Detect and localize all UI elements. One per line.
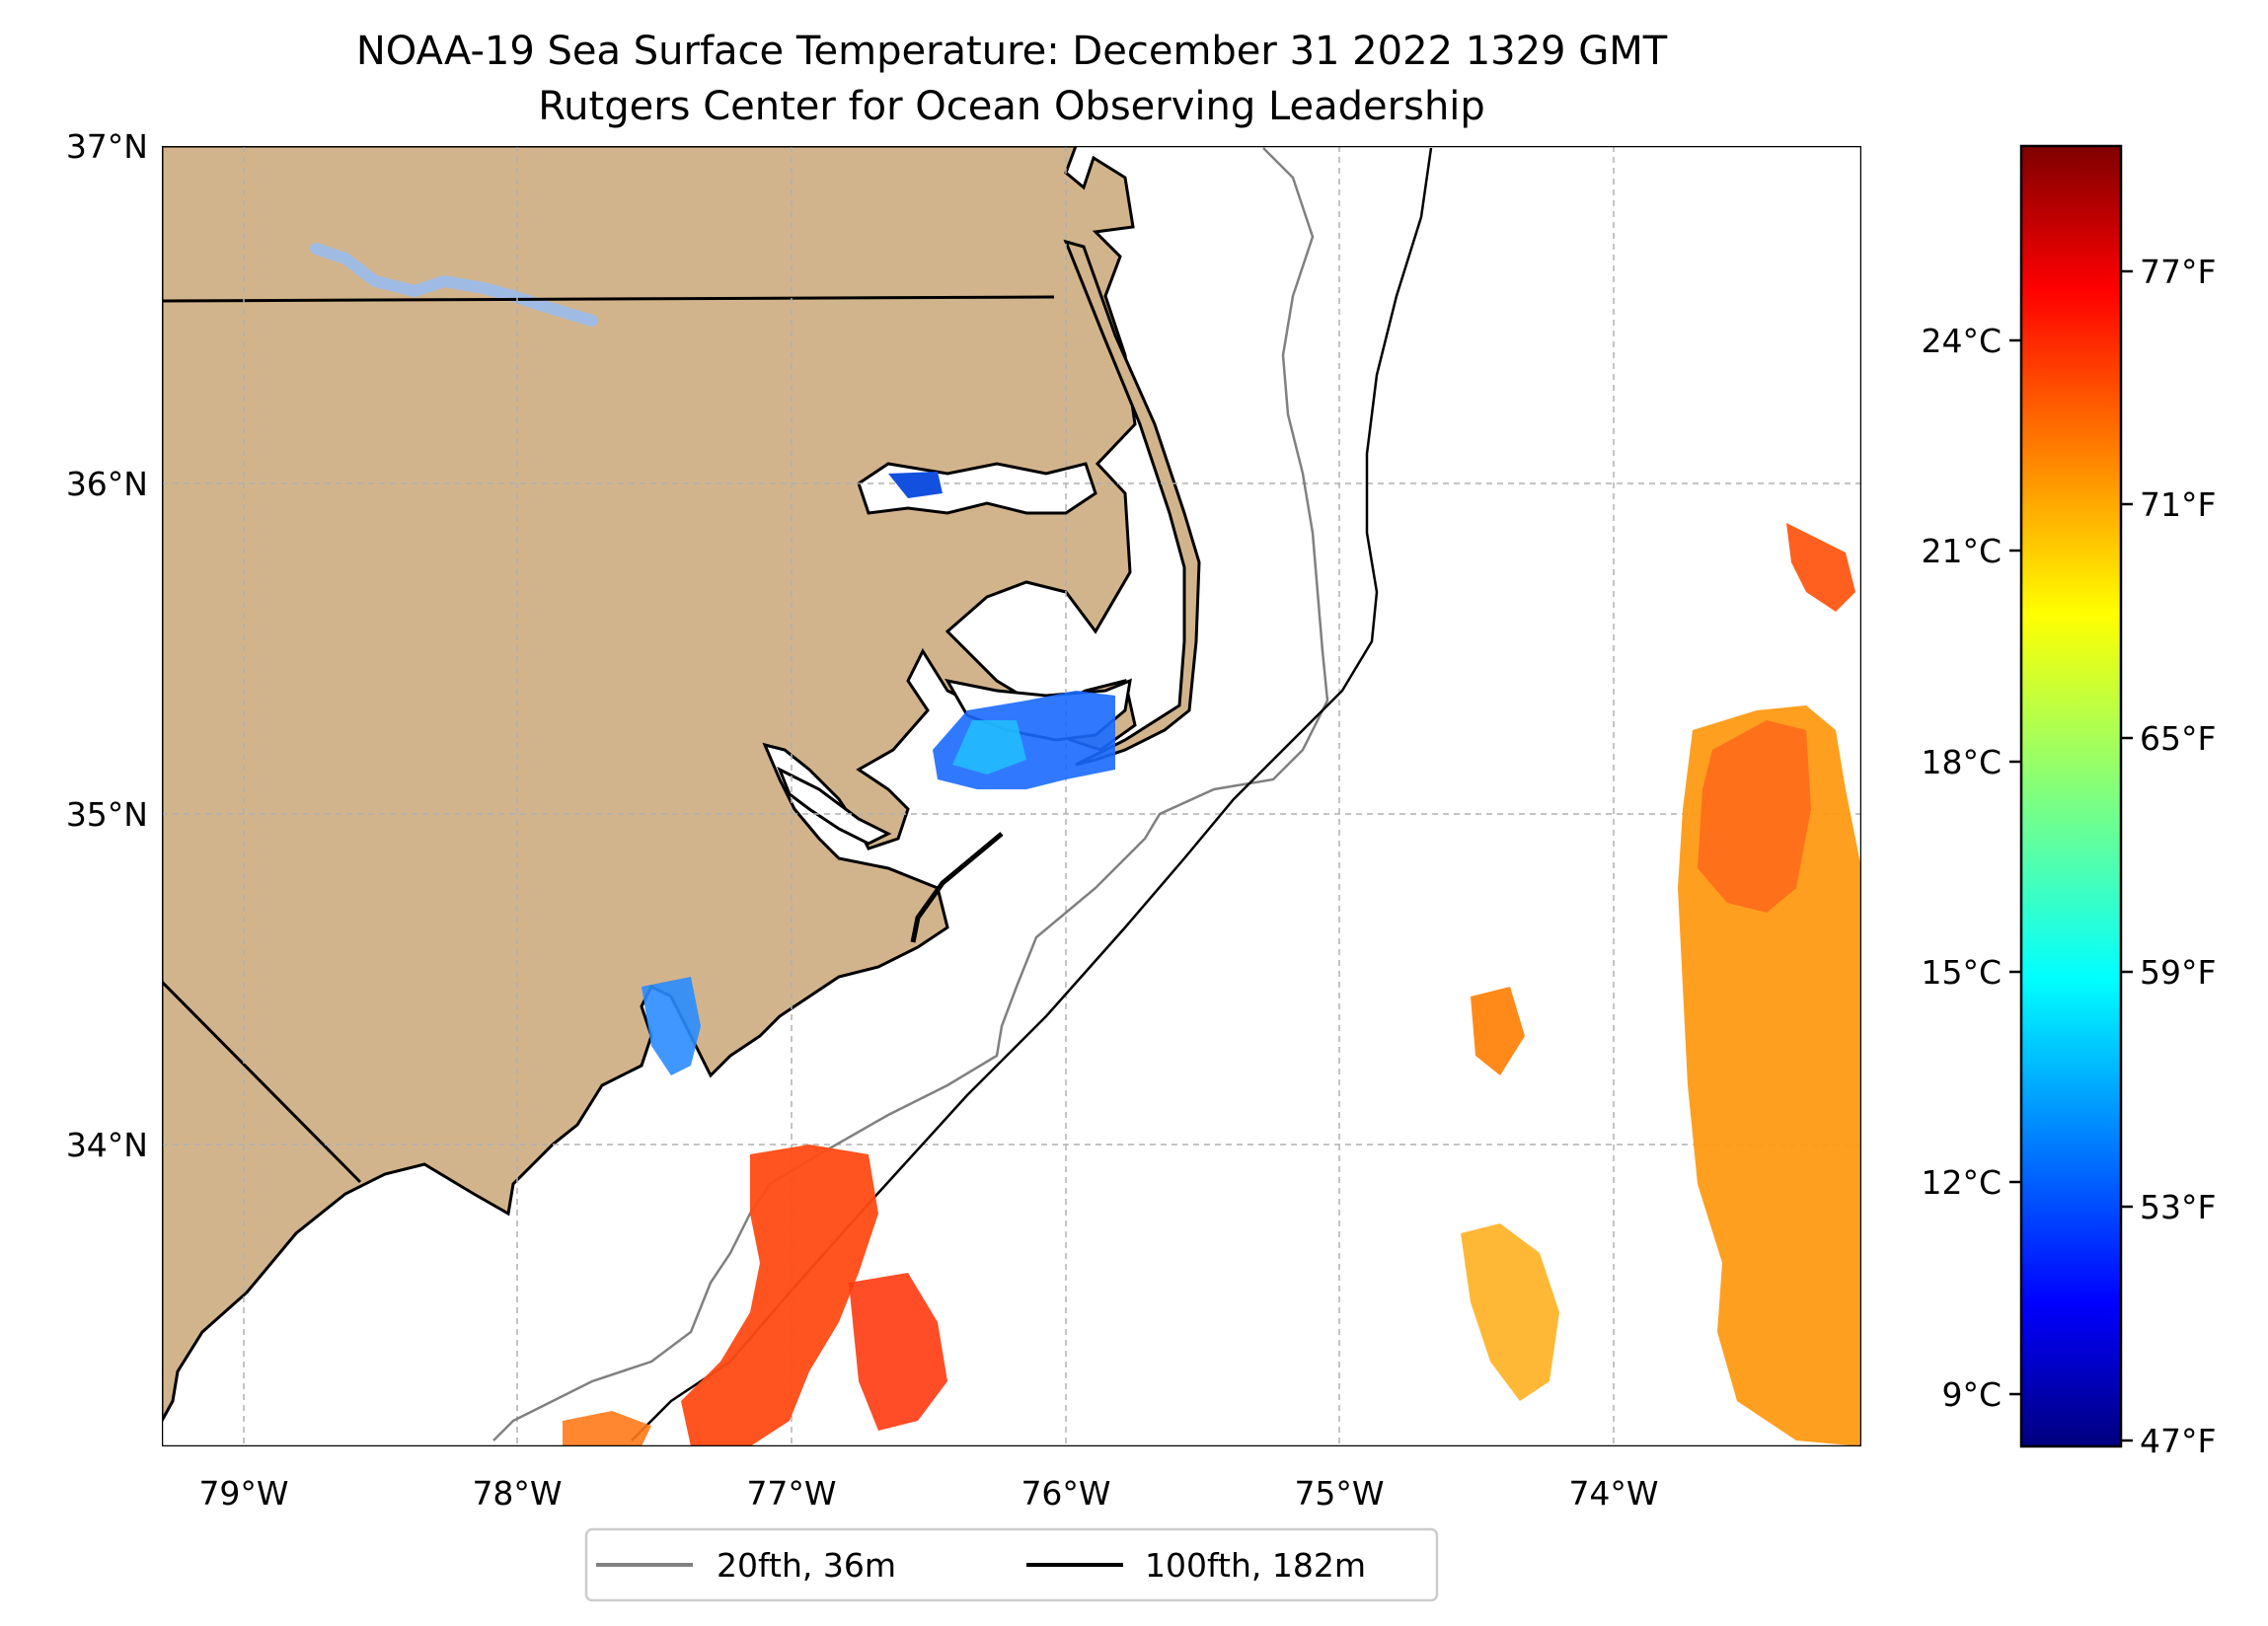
lon-tick-76w: 76°W [1021,1474,1110,1513]
sst-patches [563,472,1861,1446]
cb-tick-77f: 77°F [2140,253,2216,291]
lat-tick-34n: 34°N [66,1126,148,1164]
sst-patch-gulfstream-north [1786,523,1855,612]
kerr-lake [310,243,598,327]
gridlines [162,146,1861,1446]
cb-tick-47f: 47°F [2140,1422,2216,1460]
lat-tick-35n: 35°N [66,795,148,834]
legend-label-100fth: 100fth, 182m [1145,1546,1366,1585]
nc-sc-border [162,980,362,1184]
sst-patch-albemarle-cold [888,472,943,498]
sst-patch-mid-offshore [1461,1223,1559,1401]
sst-patch-cape-fear-warm [681,1145,878,1446]
map-title-line2: Rutgers Center for Ocean Observing Leade… [538,84,1485,129]
cb-tick-18c: 18°C [1921,743,2002,781]
core-banks [910,832,1004,943]
va-nc-border [162,295,1055,303]
lat-tick-37n: 37°N [66,127,148,166]
cb-tick-24c: 24°C [1921,322,2002,360]
lon-tick-75w: 75°W [1294,1474,1384,1513]
cb-tick-53f: 53°F [2140,1188,2216,1226]
map-title-line1: NOAA-19 Sea Surface Temperature: Decembe… [356,29,1668,74]
legend-box [584,1527,1439,1602]
colorbar-celsius-ticks [2009,338,2021,1396]
map-area [162,146,1861,1446]
colorbar-gradient [2019,144,2123,1448]
cb-tick-21c: 21°C [1921,532,2002,570]
lon-tick-79w: 79°W [198,1474,288,1513]
cb-tick-59f: 59°F [2140,953,2216,992]
lon-tick-78w: 78°W [472,1474,562,1513]
isobath-20fth [492,147,1329,1441]
sst-patch-coastal-south [563,1411,651,1446]
cb-tick-9c: 9°C [1941,1375,2002,1414]
legend-label-20fth: 20fth, 36m [717,1546,896,1585]
sst-patch-bright-offshore [1471,987,1525,1075]
cb-tick-71f: 71°F [2140,485,2216,524]
lat-ticks: 37°N 36°N 35°N 34°N [66,127,148,1164]
sst-patch-sound-cyan [952,720,1026,775]
albemarle-sound [857,462,1097,515]
lon-ticks: 79°W 78°W 77°W 76°W 75°W 74°W [198,1474,1658,1513]
neuse-river [777,766,892,846]
cb-tick-65f: 65°F [2140,719,2216,758]
lat-tick-36n: 36°N [66,465,148,503]
lon-tick-74w: 74°W [1568,1474,1658,1513]
sst-patch-shelf-south [849,1273,947,1431]
cb-tick-15c: 15°C [1921,953,2002,992]
lon-tick-77w: 77°W [746,1474,836,1513]
sst-patch-offshore-warm [1698,720,1811,913]
legend: 20fth, 36m 100fth, 182m [584,1527,1439,1602]
sst-patch-onslow-cold [642,977,701,1075]
colorbar: 24°C 21°C 18°C 15°C 12°C 9°C 77°F 71°F 6… [1921,144,2216,1460]
cb-tick-12c: 12°C [1921,1163,2002,1202]
colorbar-fahrenheit-ticks [2121,269,2133,1442]
